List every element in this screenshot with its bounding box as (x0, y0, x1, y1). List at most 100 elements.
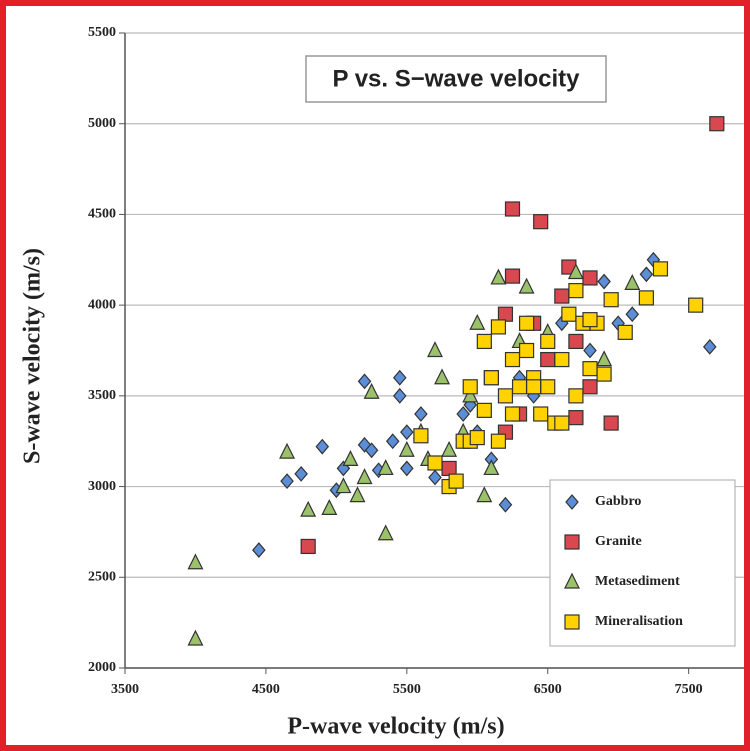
data-point (504, 406, 521, 422)
data-point (554, 415, 570, 431)
y-tick-label: 4000 (88, 297, 116, 312)
data-point (349, 486, 366, 503)
data-point (582, 379, 598, 395)
legend-label: Metasediment (595, 574, 680, 589)
data-point (342, 450, 359, 466)
data-point (518, 342, 535, 359)
data-point (597, 273, 611, 290)
data-point (490, 319, 507, 335)
data-point (652, 261, 669, 277)
data-point (596, 350, 613, 367)
x-tick-label: 5500 (393, 682, 421, 697)
data-point (504, 268, 521, 284)
data-point (638, 290, 654, 306)
legend-box (549, 479, 736, 647)
data-point (540, 333, 556, 350)
data-point (504, 201, 521, 217)
data-point (702, 338, 717, 355)
data-point (568, 410, 584, 426)
chart-title: P vs. S−wave velocity (332, 65, 580, 92)
data-point (300, 500, 317, 517)
data-point (540, 351, 556, 368)
data-point (398, 440, 415, 457)
data-point (483, 370, 499, 386)
data-point (456, 406, 470, 422)
x-tick-label: 6500 (534, 682, 562, 697)
data-point (497, 306, 514, 322)
data-point (582, 361, 598, 377)
y-axis-label: S-wave velocity (m/s) (20, 248, 46, 464)
data-point (568, 283, 584, 299)
data-point (504, 351, 521, 368)
data-point (356, 468, 373, 485)
data-point (568, 333, 584, 350)
data-point (448, 473, 464, 489)
x-tick-label: 3500 (111, 682, 139, 697)
y-tick-label: 2500 (88, 570, 116, 585)
data-point (639, 266, 654, 283)
data-point (441, 460, 457, 477)
data-point (187, 553, 204, 570)
data-point (428, 469, 442, 486)
data-point (583, 342, 597, 359)
data-point (315, 438, 330, 455)
data-point (321, 499, 338, 515)
data-point (568, 388, 584, 404)
legend-label: Gabbro (595, 494, 641, 509)
y-tick-label: 2000 (88, 660, 116, 675)
data-point (596, 366, 612, 382)
data-point (533, 406, 549, 422)
data-point (294, 465, 308, 482)
data-point (567, 263, 584, 280)
data-point (363, 382, 380, 399)
data-point (427, 341, 443, 358)
data-point (357, 373, 372, 390)
data-point (518, 277, 535, 294)
chart: P vs. S−wave velocity P-wave velocity (m… (20, 25, 744, 740)
legend-label: Mineralisation (595, 614, 683, 629)
data-point (280, 473, 294, 490)
data-point (392, 387, 407, 404)
data-point (413, 428, 429, 444)
data-point (462, 379, 478, 395)
legend-marker (564, 534, 580, 550)
data-point (377, 459, 394, 476)
legend: Gabbro Granite Metasediment Mineralisation (549, 479, 736, 647)
data-point (498, 496, 513, 513)
data-point (462, 386, 479, 403)
y-tick-label: 3000 (88, 479, 116, 494)
data-point (526, 379, 542, 395)
data-point (392, 369, 407, 386)
data-point (427, 455, 443, 471)
data-point (187, 629, 204, 646)
data-point (554, 351, 570, 368)
data-point (603, 292, 619, 308)
y-tick-label: 5000 (88, 116, 116, 131)
data-point (709, 116, 725, 132)
data-point (540, 379, 556, 395)
data-point (469, 313, 486, 330)
y-tick-label: 5500 (88, 25, 116, 40)
data-point (490, 268, 507, 285)
data-point (279, 442, 296, 459)
data-point (434, 368, 451, 385)
data-point (518, 315, 535, 331)
data-point (252, 542, 266, 558)
data-point (533, 214, 549, 230)
legend-label: Granite (595, 534, 642, 549)
y-tick-label: 4500 (88, 207, 116, 222)
legend-marker (565, 494, 579, 510)
data-point (400, 460, 414, 477)
data-point (490, 433, 507, 449)
data-point (483, 459, 500, 476)
data-point (688, 297, 704, 313)
legend-marker (564, 572, 580, 589)
x-tick-label: 4500 (252, 682, 280, 697)
data-point (469, 429, 485, 446)
data-point (624, 274, 641, 290)
y-tick-label: 3500 (88, 388, 116, 403)
data-point (497, 388, 514, 404)
data-point (400, 424, 414, 441)
data-point (476, 486, 493, 503)
data-point (617, 324, 633, 340)
